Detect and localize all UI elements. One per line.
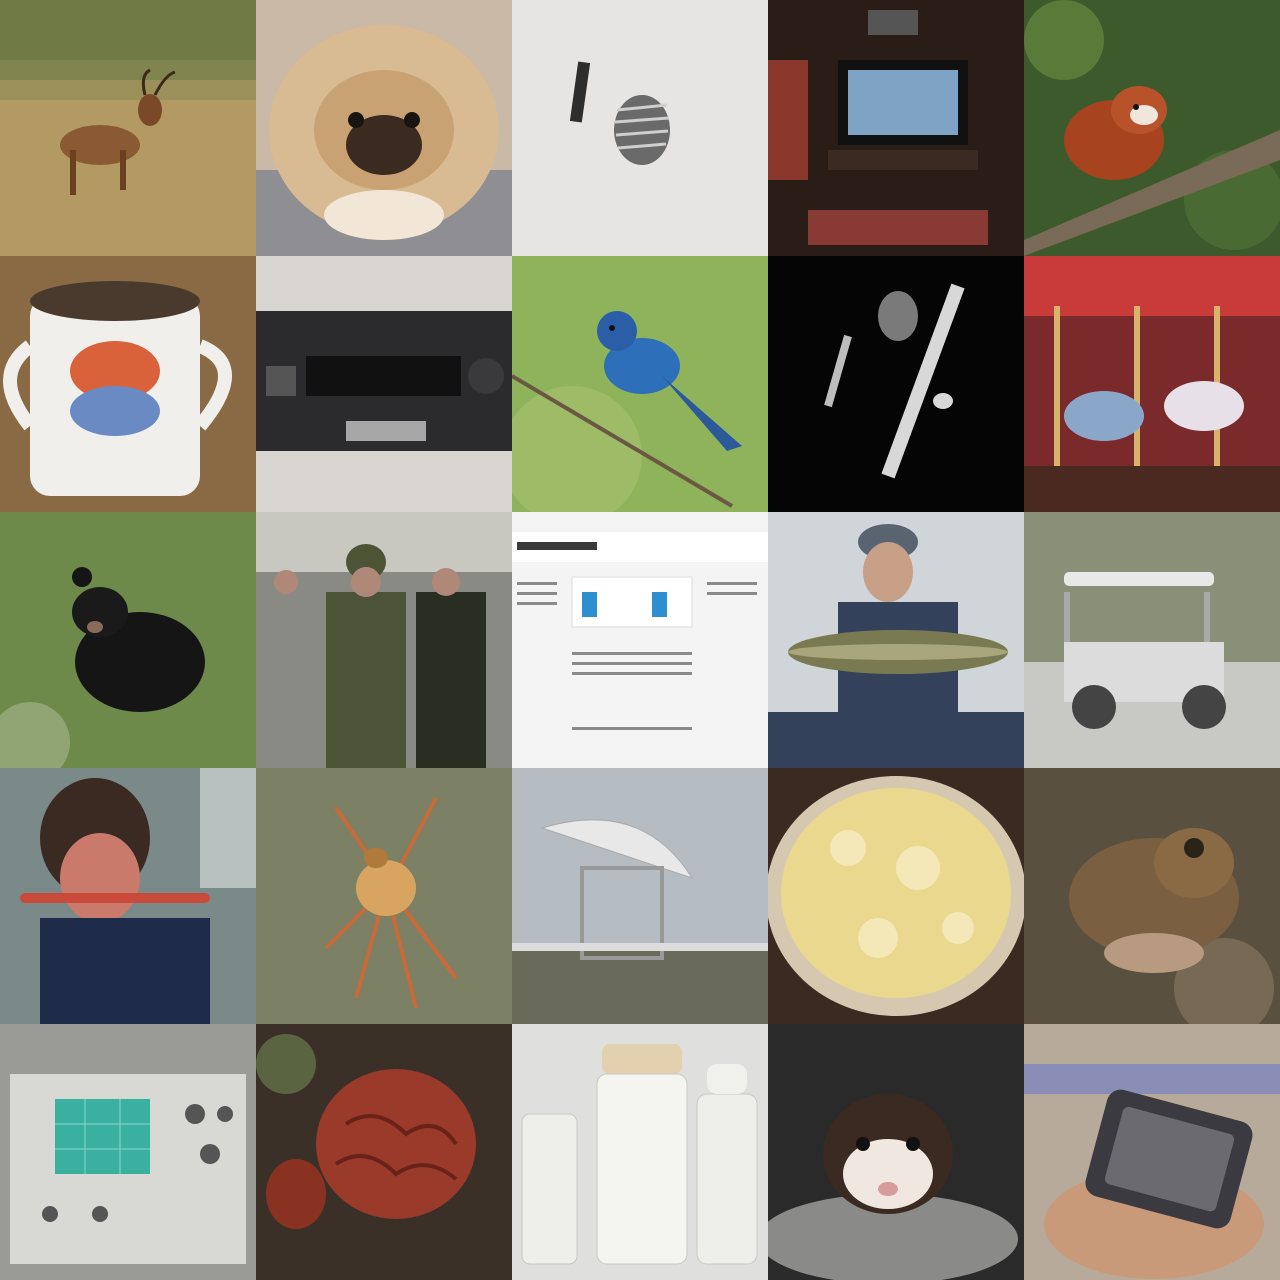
tile-pekingese bbox=[256, 0, 512, 256]
tile-spider bbox=[256, 768, 512, 1024]
tile-coffee-mug bbox=[0, 256, 256, 512]
frog-image bbox=[1024, 768, 1280, 1024]
pekingese-image bbox=[256, 0, 512, 256]
tile-indigo-bunting bbox=[512, 256, 768, 512]
tile-man-with-fish bbox=[768, 512, 1024, 768]
coffee-mug-image bbox=[0, 256, 256, 512]
harmonica-person-image bbox=[0, 768, 256, 1024]
spider-image bbox=[256, 768, 512, 1024]
tile-mashed-potatoes bbox=[768, 768, 1024, 1024]
tile-screws bbox=[512, 0, 768, 256]
cassette-deck-image bbox=[256, 256, 512, 512]
ferret-image bbox=[768, 1024, 1024, 1280]
black-bear-image bbox=[0, 512, 256, 768]
tile-saxophone-player bbox=[768, 256, 1024, 512]
tile-golf-cart bbox=[1024, 512, 1280, 768]
wrist-device-image bbox=[1024, 1024, 1280, 1280]
tile-wrist-device bbox=[1024, 1024, 1280, 1280]
radio-telescope-image bbox=[512, 768, 768, 1024]
tile-home-theater bbox=[768, 0, 1024, 256]
red-panda-image bbox=[1024, 0, 1280, 256]
tile-soldiers bbox=[256, 512, 512, 768]
tile-oscilloscope bbox=[0, 1024, 256, 1280]
tile-hartebeest bbox=[0, 0, 256, 256]
screws-image bbox=[512, 0, 768, 256]
man-with-fish-image bbox=[768, 512, 1024, 768]
soldiers-image bbox=[256, 512, 512, 768]
tile-frog bbox=[1024, 768, 1280, 1024]
tile-radio-telescope bbox=[512, 768, 768, 1024]
baby-bottles-image bbox=[512, 1024, 768, 1280]
tile-red-panda bbox=[1024, 0, 1280, 256]
home-theater-image bbox=[768, 0, 1024, 256]
tile-carousel bbox=[1024, 256, 1280, 512]
saxophone-player-image bbox=[768, 256, 1024, 512]
mashed-potatoes-image bbox=[768, 768, 1024, 1024]
indigo-bunting-image bbox=[512, 256, 768, 512]
oscilloscope-image bbox=[0, 1024, 256, 1280]
tile-cassette-deck bbox=[256, 256, 512, 512]
tile-black-bear bbox=[0, 512, 256, 768]
hartebeest-image bbox=[0, 0, 256, 256]
carousel-image bbox=[1024, 256, 1280, 512]
tile-harmonica-person bbox=[0, 768, 256, 1024]
webpage-image bbox=[512, 512, 768, 768]
tile-ferret bbox=[768, 1024, 1024, 1280]
morel-mushroom-image bbox=[256, 1024, 512, 1280]
tile-webpage bbox=[512, 512, 768, 768]
tile-baby-bottles bbox=[512, 1024, 768, 1280]
tile-morel-mushroom bbox=[256, 1024, 512, 1280]
golf-cart-image bbox=[1024, 512, 1280, 768]
